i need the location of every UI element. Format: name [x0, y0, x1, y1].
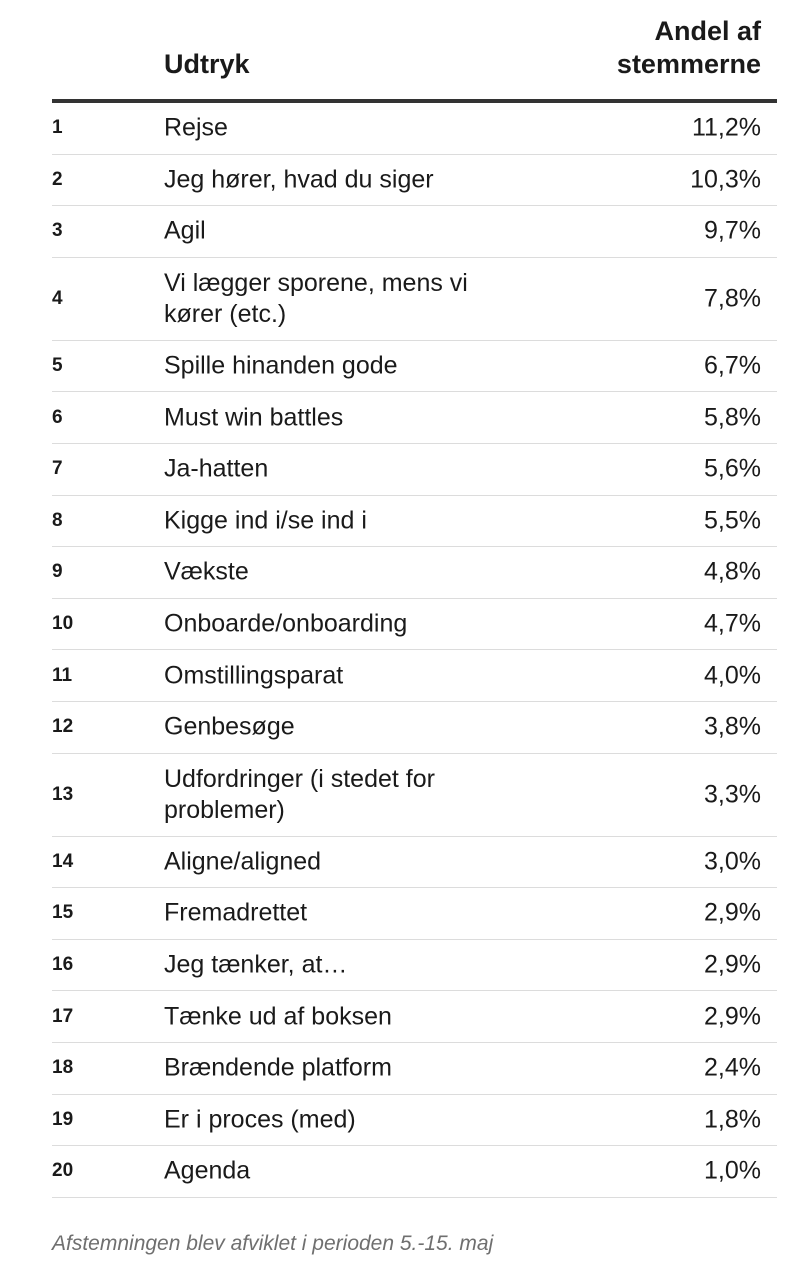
row-rank: 8 — [52, 509, 63, 531]
row-rank: 18 — [52, 1057, 74, 1079]
row-rank: 4 — [52, 287, 63, 309]
row-expression: Omstillingsparat — [164, 661, 344, 690]
table-row: 17 Tænke ud af boksen 2,9% — [52, 991, 777, 1043]
row-rank: 3 — [52, 220, 63, 242]
table-row: 5 Spille hinanden gode 6,7% — [52, 341, 777, 393]
row-expression: Brændende platform — [164, 1053, 392, 1082]
header-share-line2: stemmerne — [616, 49, 761, 79]
row-rank: 2 — [52, 168, 63, 190]
row-rank: 10 — [52, 613, 74, 635]
row-rank: 13 — [52, 783, 74, 805]
row-expression: Er i proces (med) — [164, 1105, 356, 1134]
row-expression: Spille hinanden gode — [164, 351, 398, 380]
table-body: 1 Rejse 11,2% 2 Jeg hører, hvad du siger 10,3… — [52, 103, 777, 1198]
row-expression: Jeg tænker, at… — [164, 950, 348, 979]
row-share: 4,0% — [704, 661, 761, 690]
table-row: 8 Kigge ind i/se ind i 5,5% — [52, 496, 777, 548]
row-expression: Onboarde/onboarding — [164, 609, 408, 638]
row-expression: Vækste — [164, 557, 249, 586]
header-share-line1: Andel af — [654, 16, 761, 46]
table-row: 20 Agenda 1,0% — [52, 1146, 777, 1198]
table-row: 14 Aligne/aligned 3,0% — [52, 837, 777, 889]
row-expression: Tænke ud af boksen — [164, 1002, 392, 1031]
row-expression: Genbesøge — [164, 712, 295, 741]
row-expression: Agenda — [164, 1156, 251, 1185]
row-expression: Aligne/aligned — [164, 847, 322, 876]
table-row: 10 Onboarde/onboarding 4,7% — [52, 599, 777, 651]
row-share: 6,7% — [704, 351, 761, 380]
table-row: 11 Omstillingsparat 4,0% — [52, 650, 777, 702]
table-row: 9 Vækste 4,8% — [52, 547, 777, 599]
row-rank: 19 — [52, 1108, 74, 1130]
table-row: 16 Jeg tænker, at… 2,9% — [52, 940, 777, 992]
row-expression: Must win battles — [164, 403, 344, 432]
table-row: 15 Fremadrettet 2,9% — [52, 888, 777, 940]
row-share: 10,3% — [690, 165, 761, 194]
row-share: 11,2% — [691, 113, 761, 142]
row-share: 3,0% — [704, 847, 761, 876]
row-expression: Rejse — [164, 113, 228, 142]
row-expression: Kigge ind i/se ind i — [164, 506, 367, 535]
table-row: 19 Er i proces (med) 1,8% — [52, 1095, 777, 1147]
row-rank: 15 — [52, 902, 74, 924]
row-share: 2,9% — [704, 1002, 761, 1031]
footnote: Afstemningen blev afviklet i perioden 5.… — [52, 1232, 494, 1255]
table-row: 3 Agil 9,7% — [52, 206, 777, 258]
table-row: 18 Brændende platform 2,4% — [52, 1043, 777, 1095]
table-row: 12 Genbesøge 3,8% — [52, 702, 777, 754]
row-expression: Udfordringer (i stedet for problemer) — [164, 764, 435, 824]
row-rank: 12 — [52, 716, 74, 738]
row-rank: 14 — [52, 850, 74, 872]
table-row: 13 Udfordringer (i stedet for problemer) 3… — [52, 754, 777, 837]
row-share: 1,0% — [704, 1156, 761, 1185]
row-share: 5,6% — [704, 454, 761, 483]
row-rank: 20 — [52, 1160, 74, 1182]
row-share: 4,8% — [704, 557, 761, 586]
row-share: 9,7% — [704, 216, 761, 245]
row-expression: Agil — [164, 216, 206, 245]
table-row: 7 Ja-hatten 5,6% — [52, 444, 777, 496]
header-share: Andel af stemmerne — [617, 15, 761, 81]
row-rank: 5 — [52, 355, 63, 377]
row-share: 7,8% — [704, 284, 761, 313]
row-share: 2,4% — [704, 1053, 761, 1082]
row-rank: 6 — [52, 406, 63, 428]
row-expression: Fremadrettet — [164, 898, 308, 927]
row-expression: Vi lægger sporene, mens vi kører (etc.) — [164, 268, 468, 328]
row-rank: 16 — [52, 954, 74, 976]
table-row: 2 Jeg hører, hvad du siger 10,3% — [52, 155, 777, 207]
table-row: 1 Rejse 11,2% — [52, 103, 777, 155]
header-expression: Udtryk — [164, 49, 250, 79]
table-row: 6 Must win battles 5,8% — [52, 392, 777, 444]
row-expression: Ja-hatten — [164, 454, 269, 483]
row-share: 2,9% — [704, 898, 761, 927]
row-rank: 9 — [52, 561, 63, 583]
row-expression: Jeg hører, hvad du siger — [164, 165, 434, 194]
row-rank: 1 — [52, 117, 63, 139]
table-header: Udtryk Andel af stemmerne — [52, 0, 777, 103]
row-share: 3,8% — [704, 712, 761, 741]
results-table: Udtryk Andel af stemmerne 1 Rejse 11,2% 2 Je… — [52, 0, 777, 1198]
row-share: 4,7% — [704, 609, 761, 638]
table-row: 4 Vi lægger sporene, mens vi kører (etc.)… — [52, 258, 777, 341]
row-share: 5,8% — [704, 403, 761, 432]
row-share: 3,3% — [704, 780, 761, 809]
row-rank: 11 — [52, 664, 73, 686]
row-share: 2,9% — [704, 950, 761, 979]
row-rank: 17 — [52, 1005, 74, 1027]
row-share: 1,8% — [704, 1105, 761, 1134]
row-rank: 7 — [52, 458, 63, 480]
row-share: 5,5% — [704, 506, 761, 535]
